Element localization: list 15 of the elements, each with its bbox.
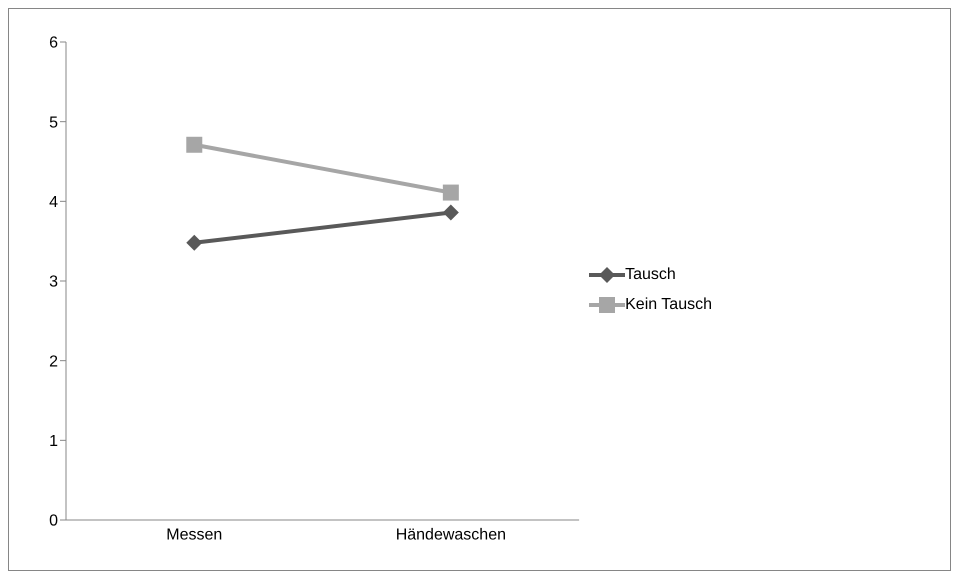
- y-tick-label: 2: [49, 353, 58, 370]
- y-tick-label: 5: [49, 114, 58, 132]
- x-tick-label: Messen: [166, 526, 222, 544]
- y-tick-label: 4: [49, 194, 58, 212]
- point: [442, 204, 459, 220]
- legend-label: Kein Tausch: [625, 296, 712, 314]
- x-tick-label: Händewaschen: [396, 526, 506, 544]
- y-tick-label: 3: [49, 274, 58, 291]
- y-tick-label: 0: [49, 512, 58, 530]
- y-tick-label: 6: [49, 34, 58, 52]
- point: [442, 184, 459, 201]
- point: [186, 136, 202, 153]
- point: [186, 234, 202, 251]
- legend-label: Tausch: [625, 266, 676, 284]
- y-tick-label: 1: [49, 433, 58, 450]
